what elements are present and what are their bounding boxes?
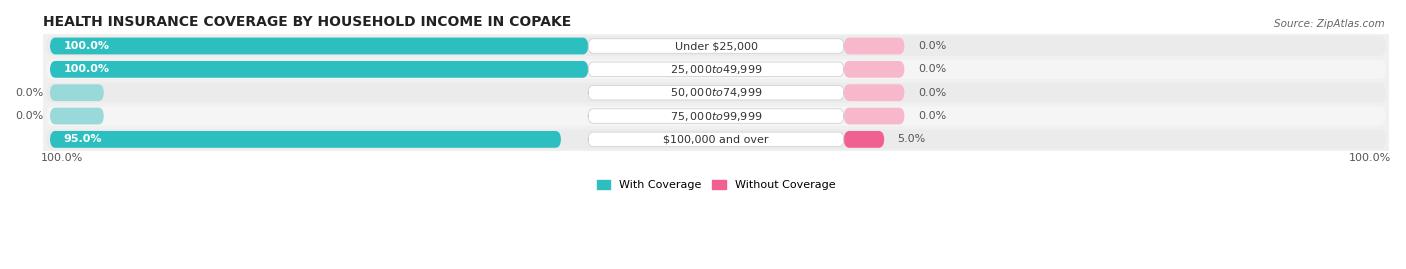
Text: Source: ZipAtlas.com: Source: ZipAtlas.com <box>1274 19 1385 29</box>
Text: 95.0%: 95.0% <box>63 134 101 144</box>
Text: 100.0%: 100.0% <box>41 153 83 163</box>
FancyBboxPatch shape <box>46 83 1386 102</box>
FancyBboxPatch shape <box>51 38 588 54</box>
FancyBboxPatch shape <box>844 38 904 54</box>
Legend: With Coverage, Without Coverage: With Coverage, Without Coverage <box>592 175 839 194</box>
Text: 0.0%: 0.0% <box>918 88 946 98</box>
Text: 100.0%: 100.0% <box>63 41 110 51</box>
FancyBboxPatch shape <box>588 62 844 77</box>
Text: 100.0%: 100.0% <box>1350 153 1392 163</box>
Text: 100.0%: 100.0% <box>63 64 110 74</box>
Text: $100,000 and over: $100,000 and over <box>664 134 769 144</box>
Text: 0.0%: 0.0% <box>918 111 946 121</box>
Text: 0.0%: 0.0% <box>918 41 946 51</box>
FancyBboxPatch shape <box>588 39 844 53</box>
Text: HEALTH INSURANCE COVERAGE BY HOUSEHOLD INCOME IN COPAKE: HEALTH INSURANCE COVERAGE BY HOUSEHOLD I… <box>44 15 571 29</box>
Text: $75,000 to $99,999: $75,000 to $99,999 <box>669 109 762 122</box>
FancyBboxPatch shape <box>588 109 844 123</box>
FancyBboxPatch shape <box>46 130 1386 149</box>
FancyBboxPatch shape <box>51 84 104 101</box>
Text: 0.0%: 0.0% <box>15 111 44 121</box>
FancyBboxPatch shape <box>844 108 904 125</box>
FancyBboxPatch shape <box>844 131 884 148</box>
FancyBboxPatch shape <box>46 36 1386 56</box>
Text: 0.0%: 0.0% <box>918 64 946 74</box>
Text: 0.0%: 0.0% <box>15 88 44 98</box>
FancyBboxPatch shape <box>51 61 588 78</box>
FancyBboxPatch shape <box>588 86 844 100</box>
FancyBboxPatch shape <box>46 59 1386 79</box>
FancyBboxPatch shape <box>46 106 1386 126</box>
Text: $50,000 to $74,999: $50,000 to $74,999 <box>669 86 762 99</box>
Text: Under $25,000: Under $25,000 <box>675 41 758 51</box>
FancyBboxPatch shape <box>588 132 844 147</box>
FancyBboxPatch shape <box>844 84 904 101</box>
FancyBboxPatch shape <box>844 61 904 78</box>
FancyBboxPatch shape <box>51 131 561 148</box>
Text: 5.0%: 5.0% <box>897 134 927 144</box>
FancyBboxPatch shape <box>51 108 104 125</box>
Text: $25,000 to $49,999: $25,000 to $49,999 <box>669 63 762 76</box>
